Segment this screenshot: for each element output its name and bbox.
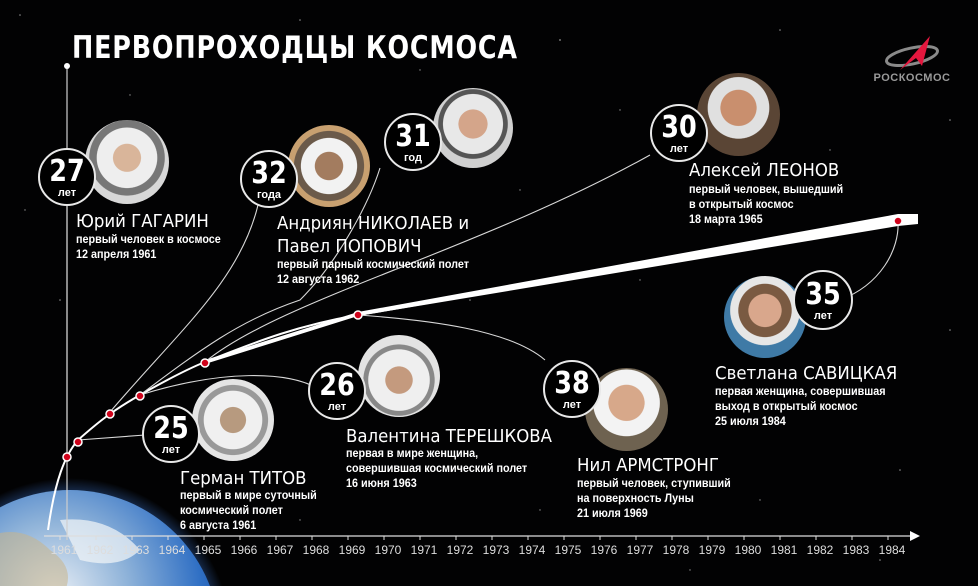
desc-line: в открытый космос bbox=[689, 197, 794, 211]
year-label: 1979 bbox=[698, 543, 726, 557]
age-number: 30 bbox=[661, 110, 697, 145]
cosmonaut-name: Светлана САВИЦКАЯ bbox=[715, 363, 898, 384]
cosmonaut-desc: первый в мире суточный космический полет… bbox=[180, 488, 317, 533]
year-label: 1970 bbox=[374, 543, 402, 557]
cosmonaut-name: Алексей ЛЕОНОВ bbox=[689, 160, 840, 181]
age-unit: лет bbox=[669, 143, 689, 155]
desc-date: 12 апреля 1961 bbox=[76, 247, 157, 261]
desc-line: первый человек, вышедший bbox=[689, 182, 844, 196]
age-unit: лет bbox=[57, 187, 77, 199]
year-label: 1961 bbox=[50, 543, 78, 557]
desc-line: первая в мире женщина, bbox=[346, 446, 479, 460]
age-unit: лет bbox=[813, 310, 833, 322]
age-number: 26 bbox=[319, 368, 355, 403]
desc-line: первая женщина, совершившая bbox=[715, 384, 886, 398]
cosmonaut-name-2: Павел ПОПОВИЧ bbox=[277, 236, 422, 257]
year-label: 1974 bbox=[518, 543, 546, 557]
nikolaev-age-badge: 32 года bbox=[240, 150, 298, 208]
age-number: 32 bbox=[251, 156, 287, 191]
desc-line: первый парный космический полет bbox=[277, 257, 470, 271]
year-label: 1982 bbox=[806, 543, 834, 557]
year-label: 1978 bbox=[662, 543, 690, 557]
gagarin-photo bbox=[85, 120, 169, 204]
age-number: 31 bbox=[395, 119, 431, 154]
desc-line: космический полет bbox=[180, 503, 283, 517]
tereshkova-age-badge: 26 лет bbox=[308, 362, 366, 420]
year-label: 1984 bbox=[878, 543, 906, 557]
year-label: 1977 bbox=[626, 543, 654, 557]
desc-line: выход в открытый космос bbox=[715, 399, 858, 413]
armstrong-age-badge: 38 лет bbox=[543, 360, 601, 418]
year-label: 1971 bbox=[410, 543, 438, 557]
desc-line: на поверхность Луны bbox=[577, 491, 694, 505]
age-number: 27 bbox=[49, 154, 85, 189]
cosmonaut-desc: первый человек, вышедший в открытый косм… bbox=[689, 182, 843, 227]
logo-text: РОСКОСМОС bbox=[873, 72, 951, 84]
titov-photo bbox=[192, 379, 274, 461]
popovich-age-badge: 31 год bbox=[384, 113, 442, 171]
gagarin-age-badge: 27 лет bbox=[38, 148, 96, 206]
desc-date: 6 августа 1961 bbox=[180, 518, 257, 532]
age-number: 25 bbox=[153, 411, 189, 446]
cosmonaut-desc: первая женщина, совершившая выход в откр… bbox=[715, 384, 886, 429]
age-unit: лет bbox=[562, 399, 582, 411]
year-label: 1966 bbox=[230, 543, 258, 557]
age-number: 38 bbox=[554, 366, 590, 401]
cosmonaut-name: Герман ТИТОВ bbox=[180, 468, 307, 489]
year-label: 1968 bbox=[302, 543, 330, 557]
year-label: 1964 bbox=[158, 543, 186, 557]
cosmonaut-desc: первый парный космический полет 12 авгус… bbox=[277, 257, 469, 287]
age-unit: лет bbox=[327, 401, 347, 413]
year-label: 1983 bbox=[842, 543, 870, 557]
savitskaya-age-badge: 35 лет bbox=[793, 270, 853, 330]
year-label: 1972 bbox=[446, 543, 474, 557]
cosmonaut-desc: первый человек, ступивший на поверхность… bbox=[577, 476, 731, 521]
milestone-dots bbox=[62, 216, 903, 462]
cosmonaut-name: Юрий ГАГАРИН bbox=[76, 211, 209, 232]
cosmonaut-desc: первый человек в космосе 12 апреля 1961 bbox=[76, 232, 221, 262]
roscosmos-logo: РОСКОСМОС bbox=[864, 34, 960, 94]
year-label: 1980 bbox=[734, 543, 762, 557]
desc-date: 18 марта 1965 bbox=[689, 212, 763, 226]
cosmonaut-name: Валентина ТЕРЕШКОВА bbox=[346, 426, 552, 447]
roscosmos-logo-icon bbox=[885, 36, 939, 70]
age-number: 35 bbox=[805, 277, 841, 312]
popovich-photo bbox=[433, 88, 513, 168]
desc-date: 16 июня 1963 bbox=[346, 476, 417, 490]
desc-line: первый в мире суточный bbox=[180, 488, 317, 502]
desc-date: 12 августа 1962 bbox=[277, 272, 360, 286]
stars bbox=[19, 14, 951, 571]
desc-date: 25 июля 1984 bbox=[715, 414, 786, 428]
page-title: ПЕРВОПРОХОДЦЫ КОСМОСА bbox=[72, 30, 518, 66]
year-label: 1976 bbox=[590, 543, 618, 557]
cosmonaut-name: Нил АРМСТРОНГ bbox=[577, 455, 719, 476]
cosmonaut-name: Андриян НИКОЛАЕВ и bbox=[277, 213, 470, 234]
titov-age-badge: 25 лет bbox=[142, 405, 200, 463]
leonov-age-badge: 30 лет bbox=[650, 104, 708, 162]
year-label: 1965 bbox=[194, 543, 222, 557]
year-label: 1975 bbox=[554, 543, 582, 557]
year-label: 1962 bbox=[86, 543, 114, 557]
tereshkova-photo bbox=[358, 335, 440, 417]
desc-line: первый человек, ступивший bbox=[577, 476, 731, 490]
year-label: 1969 bbox=[338, 543, 366, 557]
year-label: 1963 bbox=[122, 543, 150, 557]
year-label: 1981 bbox=[770, 543, 798, 557]
age-unit: года bbox=[256, 189, 282, 201]
nikolaev-photo bbox=[288, 125, 370, 207]
desc-date: 21 июля 1969 bbox=[577, 506, 648, 520]
desc-line: первый человек в космосе bbox=[76, 232, 221, 246]
leonov-photo bbox=[697, 73, 780, 156]
desc-line: совершившая космический полет bbox=[346, 461, 528, 475]
year-labels: 1961 1962 1963 1964 1965 1966 1967 1968 … bbox=[44, 543, 924, 563]
cosmonaut-desc: первая в мире женщина, совершившая косми… bbox=[346, 446, 527, 491]
age-unit: год bbox=[404, 152, 422, 164]
connector-lines bbox=[66, 154, 899, 455]
year-label: 1967 bbox=[266, 543, 294, 557]
savitskaya-photo bbox=[724, 276, 806, 358]
age-unit: лет bbox=[161, 444, 181, 456]
year-label: 1973 bbox=[482, 543, 510, 557]
